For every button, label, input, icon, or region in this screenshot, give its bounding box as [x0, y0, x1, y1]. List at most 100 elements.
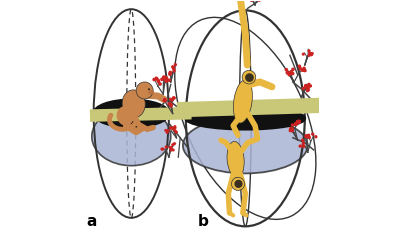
Circle shape — [295, 122, 297, 125]
Circle shape — [259, 0, 260, 1]
Circle shape — [136, 82, 153, 99]
Circle shape — [298, 65, 301, 67]
Circle shape — [308, 134, 310, 136]
Circle shape — [308, 55, 310, 56]
Circle shape — [306, 136, 308, 138]
Circle shape — [167, 130, 169, 132]
Circle shape — [172, 149, 174, 151]
Circle shape — [170, 147, 172, 149]
Circle shape — [173, 70, 175, 72]
Circle shape — [298, 120, 300, 122]
Circle shape — [291, 72, 294, 75]
Circle shape — [168, 103, 170, 105]
Ellipse shape — [148, 90, 154, 94]
Circle shape — [305, 85, 307, 87]
Circle shape — [291, 124, 293, 126]
Circle shape — [161, 148, 163, 150]
Circle shape — [245, 73, 254, 82]
Circle shape — [306, 135, 308, 137]
Circle shape — [299, 145, 301, 147]
Circle shape — [305, 135, 307, 137]
Circle shape — [166, 132, 168, 133]
Circle shape — [310, 54, 312, 56]
Circle shape — [297, 121, 299, 123]
Circle shape — [165, 130, 167, 131]
Circle shape — [310, 54, 311, 55]
Circle shape — [311, 53, 313, 54]
Text: a: a — [86, 214, 97, 229]
Circle shape — [303, 67, 305, 70]
Circle shape — [166, 80, 168, 82]
Circle shape — [155, 77, 157, 80]
Circle shape — [169, 72, 171, 74]
Circle shape — [153, 79, 155, 81]
Circle shape — [302, 139, 304, 141]
Circle shape — [309, 85, 311, 87]
Circle shape — [162, 77, 164, 80]
Circle shape — [173, 68, 175, 70]
Circle shape — [162, 148, 164, 150]
Circle shape — [315, 136, 317, 138]
Circle shape — [232, 177, 245, 190]
Circle shape — [307, 85, 308, 87]
Ellipse shape — [183, 117, 308, 173]
Circle shape — [157, 79, 159, 81]
Circle shape — [297, 121, 299, 123]
Circle shape — [174, 127, 176, 129]
Ellipse shape — [233, 80, 252, 123]
Circle shape — [163, 100, 165, 102]
Circle shape — [168, 79, 170, 81]
Circle shape — [170, 149, 172, 151]
Circle shape — [288, 73, 290, 76]
Circle shape — [307, 87, 309, 89]
Circle shape — [169, 72, 171, 74]
Circle shape — [175, 132, 177, 133]
Circle shape — [173, 97, 175, 99]
Circle shape — [289, 128, 292, 130]
Circle shape — [304, 70, 306, 72]
Circle shape — [175, 130, 176, 132]
Circle shape — [148, 88, 150, 90]
Circle shape — [170, 127, 172, 128]
Ellipse shape — [92, 107, 171, 166]
Circle shape — [163, 76, 165, 78]
Circle shape — [307, 89, 309, 91]
Circle shape — [306, 136, 308, 138]
Circle shape — [305, 85, 307, 87]
Circle shape — [303, 142, 305, 144]
Ellipse shape — [227, 142, 244, 178]
Circle shape — [174, 64, 176, 66]
Circle shape — [172, 66, 174, 68]
Circle shape — [305, 86, 307, 88]
Circle shape — [308, 83, 310, 85]
Circle shape — [303, 88, 304, 90]
Circle shape — [173, 67, 174, 69]
Circle shape — [311, 53, 312, 55]
Circle shape — [158, 80, 160, 82]
Circle shape — [292, 68, 294, 71]
Circle shape — [159, 83, 161, 85]
Circle shape — [307, 90, 308, 92]
Circle shape — [173, 97, 175, 99]
Circle shape — [169, 147, 171, 148]
Text: b: b — [198, 214, 209, 229]
Circle shape — [285, 69, 287, 71]
Circle shape — [302, 145, 304, 147]
Circle shape — [173, 143, 175, 144]
Circle shape — [173, 127, 175, 129]
Circle shape — [170, 105, 172, 107]
Circle shape — [299, 68, 301, 70]
Circle shape — [251, 0, 252, 1]
Circle shape — [169, 71, 171, 73]
Circle shape — [164, 76, 166, 79]
Ellipse shape — [186, 108, 305, 129]
Circle shape — [156, 78, 158, 80]
Circle shape — [164, 98, 166, 100]
Circle shape — [169, 103, 171, 105]
Circle shape — [170, 104, 172, 106]
Circle shape — [289, 129, 291, 132]
Circle shape — [164, 78, 166, 80]
Circle shape — [308, 85, 310, 87]
Circle shape — [303, 145, 305, 147]
Circle shape — [164, 100, 166, 102]
